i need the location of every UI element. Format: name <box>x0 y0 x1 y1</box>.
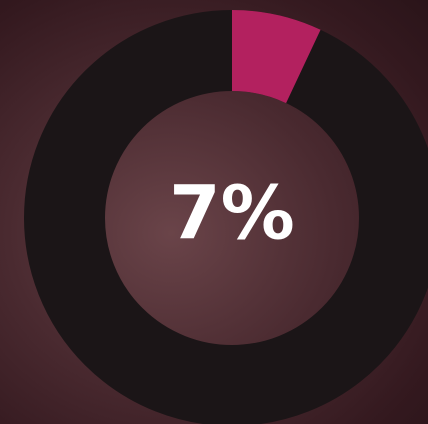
chart: 7% <box>0 0 428 424</box>
center-label: 7% <box>169 171 295 257</box>
